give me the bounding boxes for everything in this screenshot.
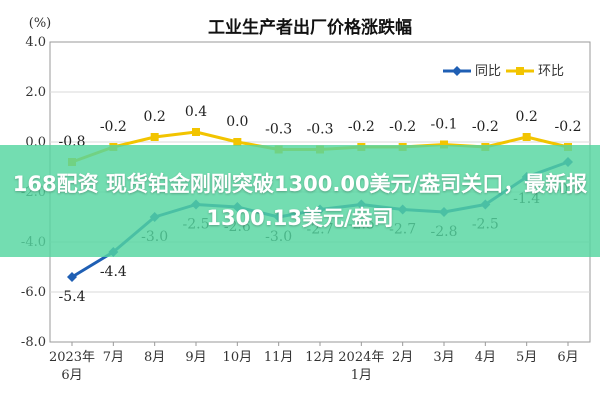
mom-point (522, 133, 531, 141)
y-tick-label: -6.0 (21, 285, 46, 300)
x-tick-label: 4月 (475, 350, 496, 365)
x-tick-label: 2023年 (49, 350, 95, 365)
x-tick-label: 9月 (185, 350, 206, 365)
legend: 同比 环比 (443, 64, 564, 79)
mom-data-label: -0.3 (307, 122, 334, 138)
y-tick-label: -8.0 (21, 335, 46, 350)
mom-data-label: 0.2 (516, 109, 538, 125)
mom-point (150, 133, 159, 141)
x-tick-label: 10月 (223, 350, 253, 365)
y-axis-unit: (%) (29, 16, 52, 31)
chart-title: 工业生产者出厂价格涨跌幅 (208, 17, 412, 38)
headline-banner: 168配资 现货铂金刚刚突破1300.00美元/盎司关口，最新报1300.13美… (0, 145, 600, 257)
mom-point (233, 138, 242, 146)
mom-data-label: -0.2 (389, 119, 416, 135)
legend-mom-swatch-marker (516, 67, 524, 75)
x-tick-label: 6月 (557, 350, 578, 365)
y-tick-label: 2.0 (25, 85, 46, 100)
x-tick-label: 8月 (144, 350, 165, 365)
mom-data-label: 0.4 (185, 104, 207, 120)
x-tick-label-line2: 6月 (61, 368, 82, 383)
legend-mom-label: 环比 (538, 64, 564, 79)
x-tick-label: 5月 (516, 350, 537, 365)
mom-data-label: 0.2 (144, 109, 166, 125)
x-tick-label: 12月 (305, 350, 335, 365)
legend-yoy-swatch-marker (452, 66, 462, 76)
x-tick-label: 2024年 (338, 350, 384, 365)
x-tick-label: 3月 (433, 350, 454, 365)
yoy-point (67, 272, 77, 282)
x-tick-label: 7月 (103, 350, 124, 365)
mom-data-label: -0.2 (348, 119, 375, 135)
mom-data-label: -0.3 (265, 122, 292, 138)
x-tick-label-line2: 1月 (351, 368, 372, 383)
mom-data-label: 0.0 (226, 114, 248, 130)
x-tick-label: 2月 (392, 350, 413, 365)
legend-yoy-label: 同比 (475, 64, 501, 79)
mom-data-label: -0.1 (431, 117, 458, 133)
x-axis: 2023年 6月 7月 8月 9月 10月 11月 12月 2024年 1月 2月 3月 4月 5月 6月 (49, 342, 579, 383)
x-tick-label: 11月 (264, 350, 294, 365)
headline-text: 168配资 现货铂金刚刚突破1300.00美元/盎司关口，最新报1300.13美… (12, 172, 588, 230)
mom-data-label: -0.2 (100, 119, 127, 135)
mom-point (192, 128, 200, 136)
mom-data-label: -0.2 (472, 119, 499, 135)
y-tick-label: 4.0 (25, 35, 46, 50)
yoy-data-label: -4.4 (100, 264, 127, 280)
mom-point (440, 140, 448, 149)
mom-data-label: -0.2 (555, 119, 582, 135)
yoy-data-label: -5.4 (59, 289, 86, 305)
